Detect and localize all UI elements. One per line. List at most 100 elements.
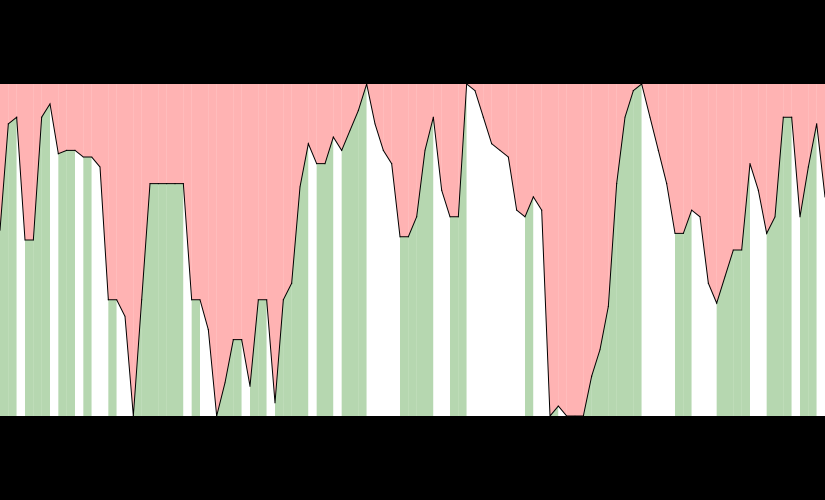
data-point-96 [799, 216, 801, 218]
data-point-74 [616, 183, 618, 185]
fill-below-29 [241, 339, 250, 416]
fill-above-88 [733, 84, 742, 250]
data-point-6 [49, 103, 51, 105]
data-point-80 [666, 183, 668, 185]
fill-below-88 [733, 250, 742, 416]
data-point-83 [691, 209, 693, 211]
data-point-32 [266, 299, 268, 301]
data-point-72 [599, 349, 601, 351]
fill-below-48 [400, 236, 409, 416]
fill-below-54 [450, 216, 459, 416]
data-point-78 [649, 116, 651, 118]
data-point-62 [516, 209, 518, 211]
fill-above-13 [108, 84, 117, 300]
fill-below-79 [658, 150, 667, 416]
fill-above-48 [400, 84, 409, 237]
fill-above-0 [0, 84, 9, 231]
fill-above-52 [433, 84, 442, 191]
fill-above-36 [300, 84, 309, 187]
fill-above-62 [516, 84, 525, 217]
fill-above-18 [150, 84, 159, 184]
data-point-93 [774, 216, 776, 218]
data-point-38 [316, 163, 318, 165]
data-point-73 [607, 305, 609, 308]
fill-below-97 [808, 123, 817, 416]
fill-above-40 [333, 84, 342, 151]
data-point-43 [357, 109, 359, 112]
fill-above-82 [683, 84, 692, 234]
fill-below-21 [175, 183, 184, 416]
fill-below-18 [150, 183, 159, 416]
fill-above-78 [650, 84, 659, 151]
fill-below-96 [800, 167, 809, 416]
fill-above-5 [41, 84, 50, 118]
fill-above-37 [308, 84, 317, 164]
fill-above-69 [575, 84, 584, 416]
data-point-88 [732, 249, 734, 251]
fill-above-84 [700, 84, 709, 284]
data-point-50 [416, 216, 418, 218]
fill-above-81 [675, 84, 684, 234]
data-point-3 [24, 239, 26, 241]
data-point-37 [307, 143, 309, 145]
data-point-47 [391, 163, 393, 165]
fill-below-92 [766, 216, 775, 416]
data-point-65 [541, 209, 543, 211]
fill-above-96 [800, 84, 809, 217]
fill-above-1 [8, 84, 17, 124]
fill-below-35 [291, 186, 300, 416]
data-point-98 [816, 123, 818, 125]
fill-below-19 [158, 183, 167, 416]
fill-above-64 [533, 84, 542, 211]
fill-above-11 [91, 84, 100, 167]
fill-above-3 [25, 84, 34, 241]
data-point-27 [224, 382, 226, 384]
deviation-fills [0, 84, 825, 417]
data-point-53 [441, 189, 443, 191]
data-point-34 [282, 299, 284, 301]
data-point-9 [74, 149, 76, 151]
data-point-35 [291, 282, 293, 284]
fill-above-98 [816, 84, 825, 197]
fill-below-77 [641, 84, 650, 416]
fill-above-59 [491, 84, 500, 151]
data-point-40 [332, 136, 334, 138]
data-point-45 [374, 123, 376, 125]
data-point-59 [491, 143, 493, 145]
data-point-2 [16, 116, 18, 118]
fill-below-75 [625, 90, 634, 416]
fill-below-4 [33, 117, 42, 416]
fill-below-46 [383, 150, 392, 416]
data-point-90 [749, 163, 751, 165]
data-point-21 [174, 183, 176, 185]
fill-above-49 [408, 84, 417, 237]
data-point-26 [216, 415, 218, 417]
data-point-25 [207, 329, 209, 331]
fill-below-50 [416, 150, 425, 416]
fill-below-5 [41, 103, 50, 417]
data-point-15 [124, 315, 126, 317]
data-point-33 [274, 402, 276, 404]
fill-below-42 [350, 110, 359, 416]
fill-below-41 [341, 130, 350, 417]
data-point-23 [191, 299, 193, 301]
fill-above-61 [508, 84, 517, 211]
fill-above-95 [791, 84, 800, 217]
fill-above-70 [583, 84, 592, 416]
data-point-89 [741, 249, 743, 251]
fill-above-24 [200, 84, 209, 330]
fill-above-50 [416, 84, 425, 217]
fill-above-41 [341, 84, 350, 151]
fill-below-43 [358, 84, 367, 416]
data-point-4 [32, 239, 34, 241]
data-point-22 [182, 183, 184, 185]
fill-below-45 [375, 123, 384, 416]
data-point-20 [166, 183, 168, 185]
data-point-39 [324, 163, 326, 165]
data-point-97 [807, 166, 809, 168]
fill-below-31 [258, 299, 267, 416]
fill-below-39 [325, 137, 334, 416]
fill-below-1 [8, 117, 17, 416]
data-point-70 [582, 415, 584, 417]
